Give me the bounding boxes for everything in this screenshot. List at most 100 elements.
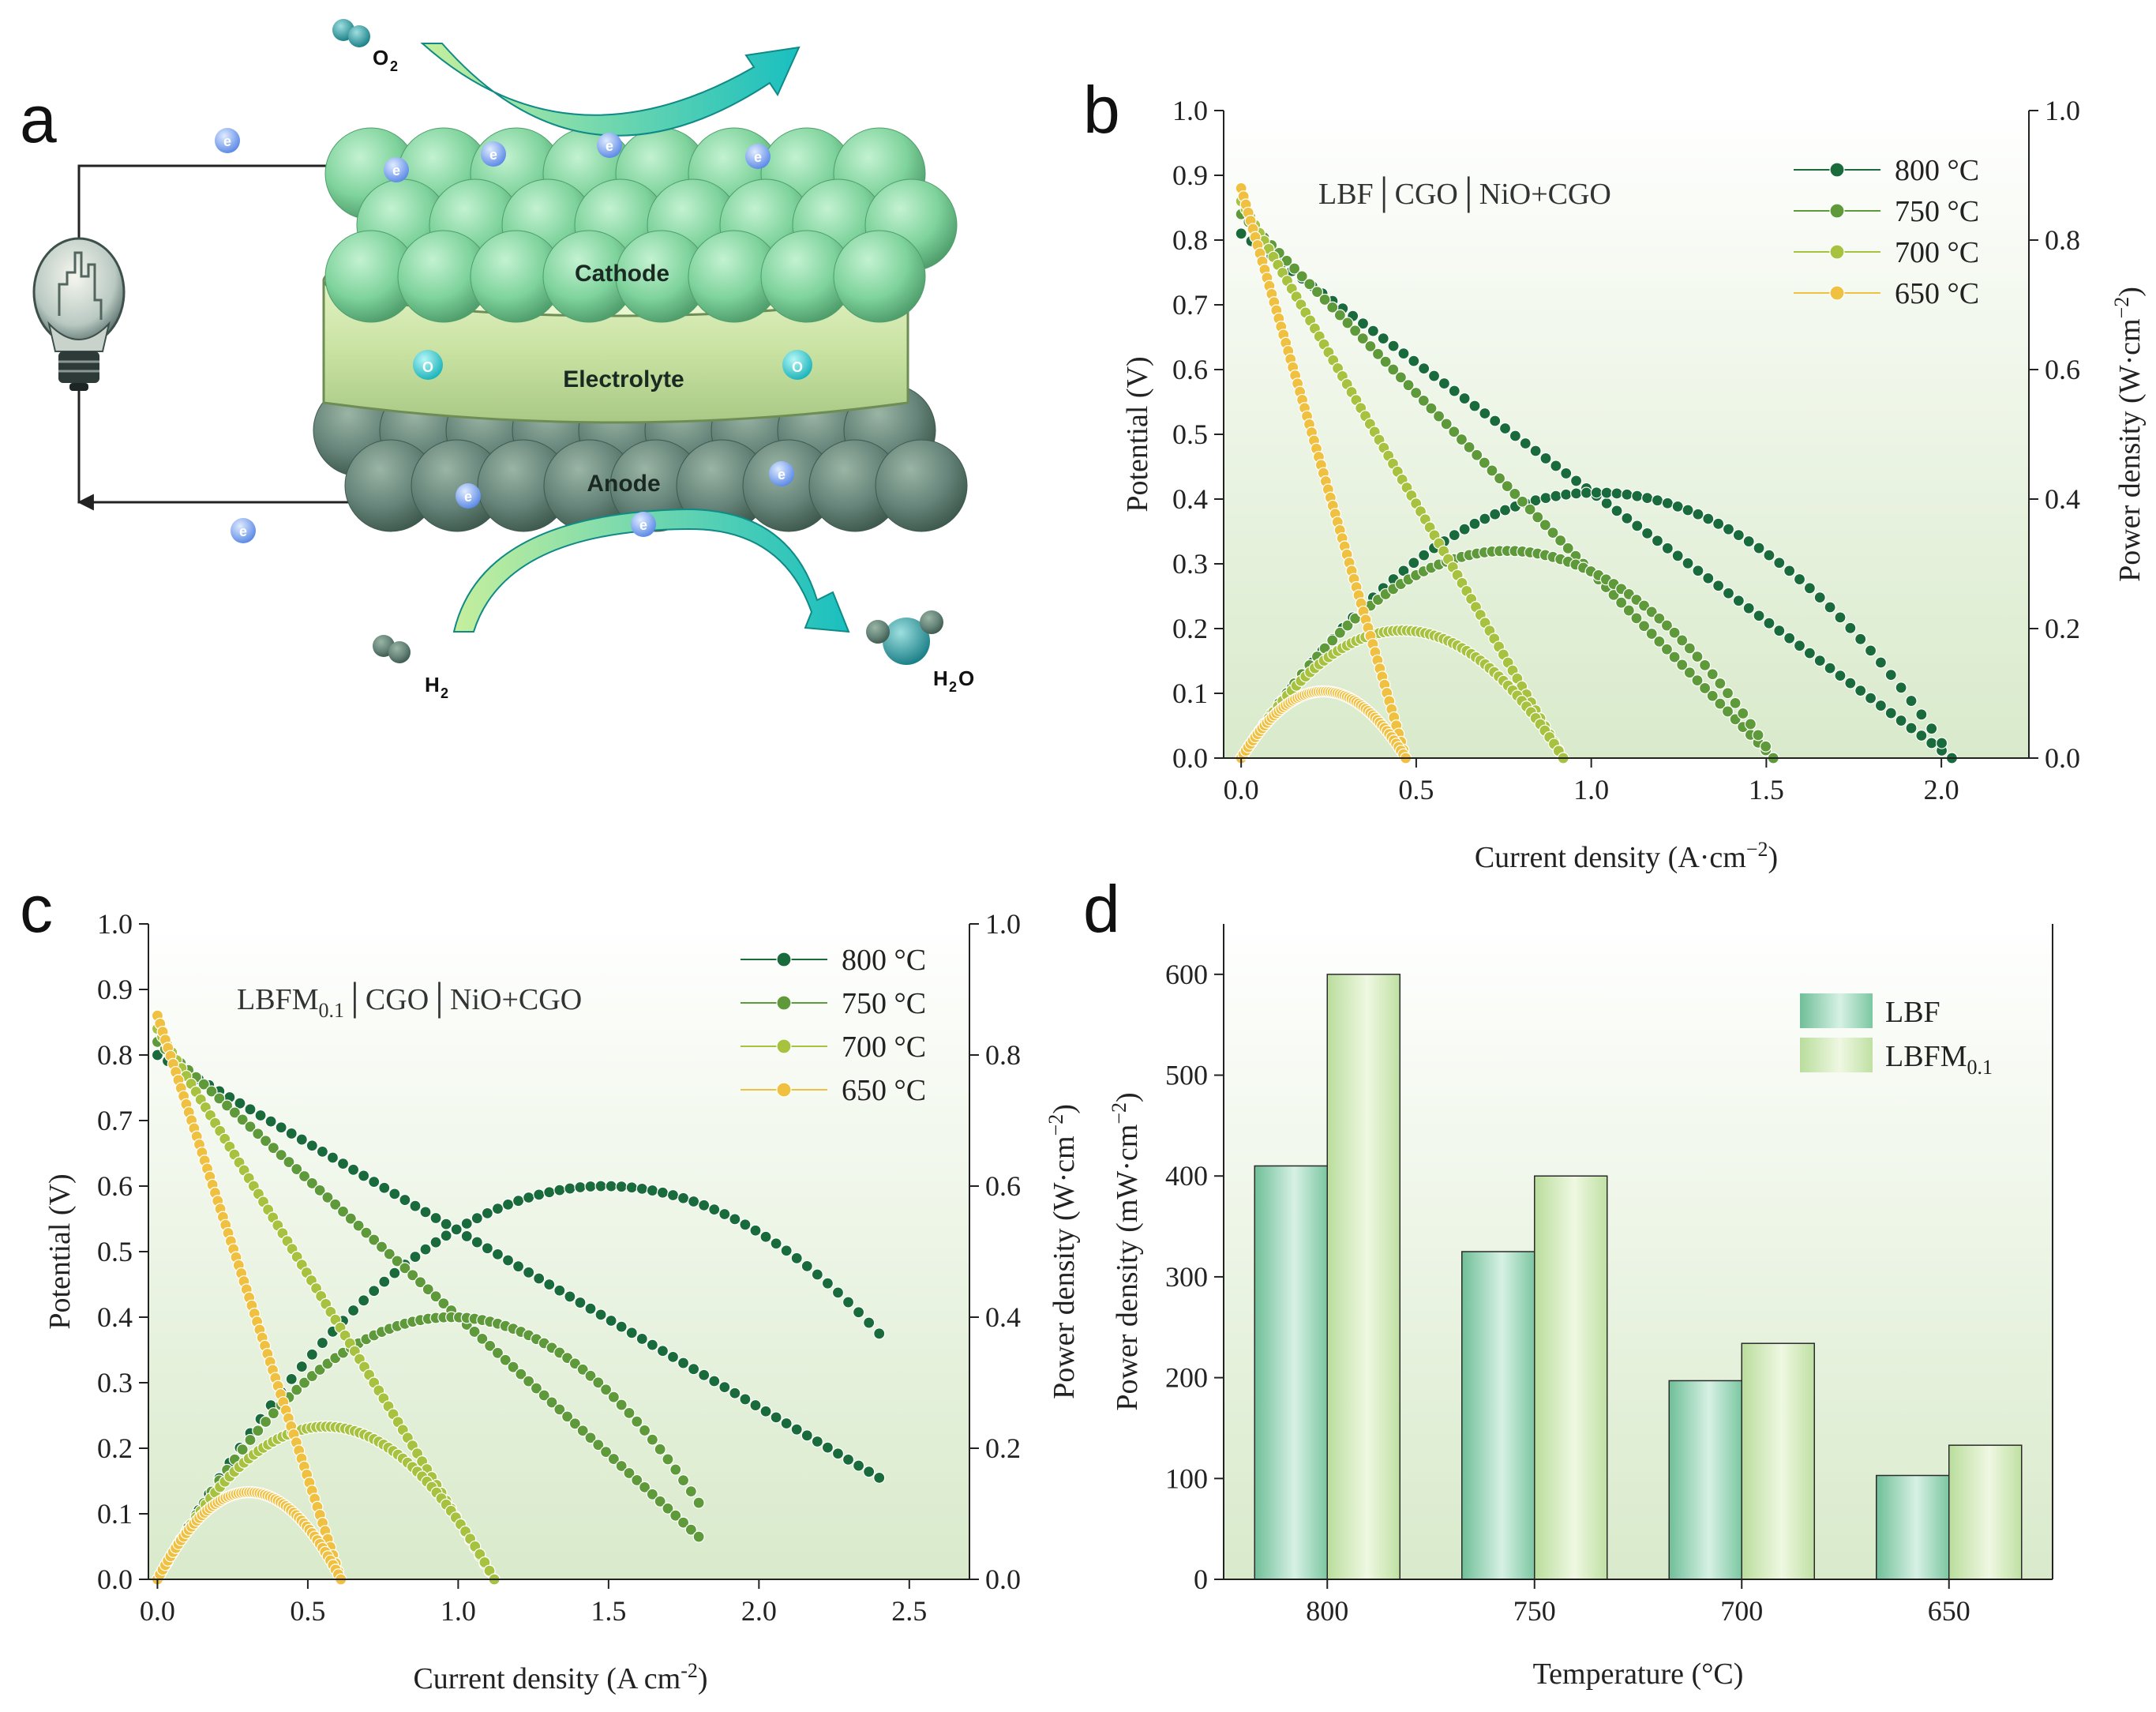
iv-point	[1753, 610, 1765, 622]
iv-point	[873, 1471, 886, 1484]
iv-point	[1448, 426, 1460, 438]
cell-config-b: LBF│CGO│NiO+CGO	[1318, 176, 1611, 213]
legend-marker	[1829, 203, 1845, 219]
power-point	[259, 1415, 272, 1429]
y2-tick-label: 1.0	[2045, 95, 2080, 126]
y-tick-label: 0.7	[97, 1105, 133, 1136]
y-tick-label: 0.9	[97, 974, 133, 1005]
iv-point	[1333, 309, 1346, 321]
y-tick-label: 0.3	[97, 1367, 133, 1399]
iv-point	[234, 1097, 246, 1109]
y-tick-label: 0.3	[1172, 548, 1208, 580]
iv-point	[729, 1387, 741, 1399]
power-point	[1742, 535, 1755, 548]
y-tick-label: 1.0	[1172, 95, 1208, 126]
iv-point	[1615, 596, 1628, 609]
iv-point	[244, 1121, 257, 1133]
xlabel-b: Current density (A·cm−2)	[1475, 838, 1778, 874]
power-point	[669, 1463, 682, 1476]
iv-point	[1455, 433, 1468, 446]
power-point	[1905, 694, 1918, 708]
iv-point	[1834, 670, 1847, 682]
iv-point	[1509, 487, 1521, 501]
y-tick-label: 0.5	[97, 1236, 133, 1267]
iv-point	[1562, 542, 1574, 554]
iv-point	[553, 1284, 566, 1297]
iv-point	[770, 1411, 782, 1424]
iv-point	[1440, 418, 1453, 430]
power-point	[1753, 542, 1765, 554]
x-tick-label: 2.0	[741, 1595, 777, 1627]
iv-point	[1622, 604, 1635, 617]
power-point	[1854, 633, 1867, 645]
iv-point	[259, 1135, 272, 1147]
x-tick-label: 1.5	[1749, 774, 1784, 805]
bar-lbfm	[1326, 974, 1400, 1580]
panel-label-a: a	[20, 82, 57, 156]
power-point	[576, 1363, 589, 1376]
iv-point	[515, 1368, 527, 1380]
iv-point	[523, 1266, 535, 1278]
iv-point	[360, 1226, 373, 1239]
power-point	[1651, 494, 1664, 507]
ylabel-c: Potential (V)	[43, 1173, 77, 1329]
svg-text:2: 2	[949, 679, 957, 695]
iv-point	[1303, 278, 1316, 291]
power-point	[739, 1218, 752, 1231]
power-point	[244, 1433, 257, 1447]
power-point	[1580, 486, 1593, 499]
iv-point	[739, 1393, 752, 1406]
power-point	[1631, 490, 1644, 502]
iv-point	[197, 1078, 210, 1091]
power-point	[1590, 486, 1603, 499]
iv-point	[205, 1085, 218, 1098]
iv-point	[1448, 385, 1460, 397]
iv-point	[1394, 371, 1408, 384]
iv-point	[599, 1446, 613, 1459]
xlabel-c: Current density (A cm-2)	[413, 1659, 707, 1695]
x-tick-label: 2.5	[891, 1595, 927, 1627]
iv-point	[1427, 370, 1441, 382]
iv-point	[275, 1121, 287, 1134]
iv-point	[1288, 262, 1301, 275]
iv-point	[1925, 737, 1938, 749]
iv-point	[759, 1405, 772, 1417]
iv-point	[708, 1375, 721, 1387]
iv-point	[1874, 699, 1888, 712]
panel-d-chart: d 0 100 200 300 400 500 600 800 750 700 650 Temper…	[1083, 872, 2053, 1691]
iv-point	[399, 1262, 411, 1275]
iv-point	[684, 1523, 697, 1536]
electron-icon: e	[215, 128, 240, 153]
iv-point	[1844, 677, 1857, 689]
iv-point	[631, 1474, 643, 1487]
svg-text:2: 2	[441, 685, 448, 701]
iv-point	[499, 1353, 512, 1366]
power-point	[543, 1186, 556, 1199]
power-point	[1621, 488, 1633, 501]
iv-point	[553, 1403, 566, 1416]
power-point	[1489, 508, 1502, 520]
iv-point	[1379, 355, 1392, 368]
iv-point	[1479, 407, 1491, 420]
iv-point	[1641, 527, 1654, 539]
power-point	[811, 1268, 823, 1281]
iv-point	[592, 1439, 605, 1451]
power-point	[584, 1369, 597, 1382]
power-point	[368, 1285, 381, 1297]
power-point	[692, 1496, 705, 1509]
y-tick-label: 0.9	[1172, 160, 1208, 191]
legend-label-lbf: LBF	[1885, 996, 1940, 1029]
iv-point	[1683, 666, 1696, 679]
iv-point	[264, 1115, 277, 1128]
power-point	[615, 1181, 628, 1193]
bar-lbf	[1876, 1474, 1950, 1580]
iv-point	[615, 1459, 628, 1473]
h2-molecule: H 2	[373, 635, 448, 701]
svg-text:H: H	[933, 666, 948, 690]
iv-point	[564, 1290, 576, 1303]
iv-point	[1610, 505, 1623, 517]
power-point	[1448, 528, 1460, 542]
iv-point	[1509, 430, 1522, 442]
legend-swatch-lbf	[1800, 993, 1873, 1028]
iv-point	[1524, 503, 1536, 516]
